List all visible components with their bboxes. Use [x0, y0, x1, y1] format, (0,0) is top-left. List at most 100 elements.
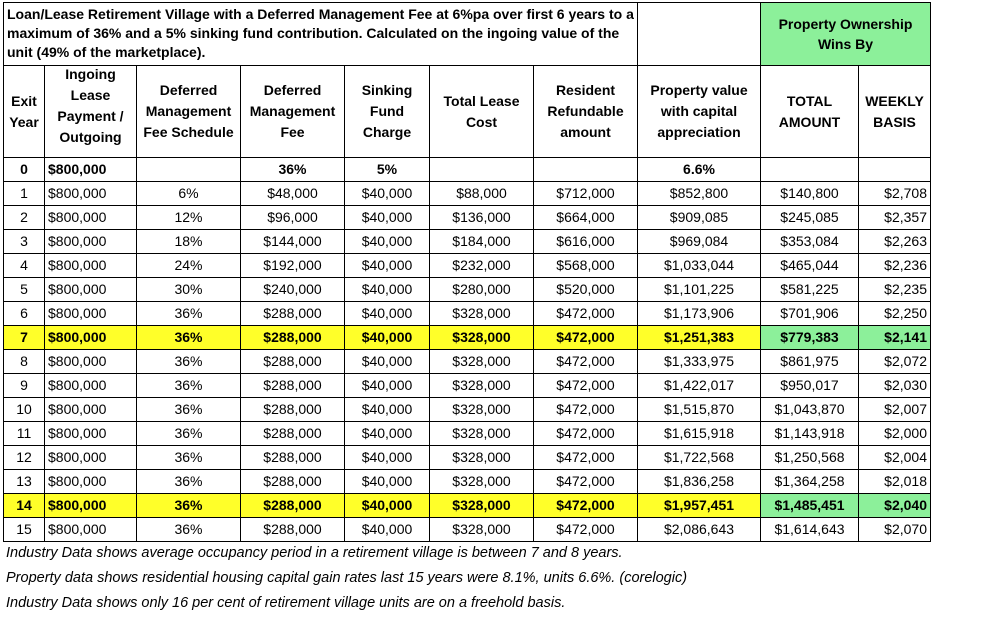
cell-sinking: $40,000 — [344, 253, 430, 278]
cell-property-value: $1,722,568 — [637, 445, 761, 470]
cell-property-value: $1,515,870 — [637, 397, 761, 422]
cell-dmf: $288,000 — [240, 517, 345, 542]
cell-total: $328,000 — [429, 517, 534, 542]
table-row: 15 $800,000 36% $288,000 $40,000 $328,000 $472… — [3, 517, 931, 542]
cell-ingoing: $800,000 — [44, 253, 137, 278]
cell-refund: $472,000 — [533, 445, 638, 470]
header-total-lease: Total Lease Cost — [429, 65, 534, 158]
cell-dmf: $288,000 — [240, 349, 345, 374]
cell-sinking: $40,000 — [344, 445, 430, 470]
cell-sinking: $40,000 — [344, 397, 430, 422]
cell-schedule: 36% — [136, 325, 241, 350]
cell-weekly: $2,007 — [858, 397, 931, 422]
cell-amount: $701,906 — [760, 301, 859, 326]
cell-amount: $950,017 — [760, 373, 859, 398]
cell-refund: $712,000 — [533, 181, 638, 206]
cell-weekly: $2,708 — [858, 181, 931, 206]
table-row: 4 $800,000 24% $192,000 $40,000 $232,000 $568,… — [3, 253, 931, 278]
cell-ingoing: $800,000 — [44, 229, 137, 254]
cell-year: 14 — [3, 493, 45, 518]
cell-year: 0 — [3, 157, 45, 182]
cell-year: 11 — [3, 421, 45, 446]
cell-total: $328,000 — [429, 373, 534, 398]
cell-sinking: $40,000 — [344, 229, 430, 254]
cell-schedule: 6% — [136, 181, 241, 206]
cell-refund: $472,000 — [533, 325, 638, 350]
cell-property-value: $1,333,975 — [637, 349, 761, 374]
cell-amount: $1,143,918 — [760, 421, 859, 446]
cell-total: $328,000 — [429, 349, 534, 374]
cell-sinking: $40,000 — [344, 493, 430, 518]
cell-ingoing: $800,000 — [44, 445, 137, 470]
cell-ingoing: $800,000 — [44, 373, 137, 398]
cell-amount: $1,364,258 — [760, 469, 859, 494]
cell-schedule: 30% — [136, 277, 241, 302]
cell-refund: $472,000 — [533, 493, 638, 518]
cell-ingoing: $800,000 — [44, 397, 137, 422]
cell-dmf: $192,000 — [240, 253, 345, 278]
cell-total: $328,000 — [429, 397, 534, 422]
cell-amount: $779,383 — [760, 325, 859, 350]
cell-total: $328,000 — [429, 445, 534, 470]
cell-year: 3 — [3, 229, 45, 254]
header-weekly-basis: WEEKLY BASIS — [858, 65, 931, 158]
header-total-amount: TOTAL AMOUNT — [760, 65, 859, 158]
cell-amount — [760, 157, 859, 182]
cell-dmf: $240,000 — [240, 277, 345, 302]
cell-ingoing: $800,000 — [44, 325, 137, 350]
table-title: Loan/Lease Retirement Village with a Def… — [3, 2, 638, 66]
cell-property-value: 6.6% — [637, 157, 761, 182]
cell-schedule: 36% — [136, 301, 241, 326]
empty-title-cell — [637, 2, 761, 66]
cell-property-value: $1,033,044 — [637, 253, 761, 278]
cell-ingoing: $800,000 — [44, 157, 137, 182]
cell-dmf: $288,000 — [240, 445, 345, 470]
header-dmf: Deferred Management Fee — [240, 65, 345, 158]
cell-property-value: $1,836,258 — [637, 469, 761, 494]
note-freehold: Industry Data shows only 16 per cent of … — [6, 595, 566, 611]
table-row: 12 $800,000 36% $288,000 $40,000 $328,000 $472… — [3, 445, 931, 470]
cell-ingoing: $800,000 — [44, 181, 137, 206]
cell-refund: $616,000 — [533, 229, 638, 254]
cell-weekly: $2,018 — [858, 469, 931, 494]
cell-amount: $1,614,643 — [760, 517, 859, 542]
cell-amount: $1,250,568 — [760, 445, 859, 470]
table-row: 2 $800,000 12% $96,000 $40,000 $136,000 $664,0… — [3, 205, 931, 230]
cell-dmf: $288,000 — [240, 325, 345, 350]
cell-year: 9 — [3, 373, 45, 398]
cell-dmf: $48,000 — [240, 181, 345, 206]
cell-schedule: 24% — [136, 253, 241, 278]
cell-dmf: $288,000 — [240, 469, 345, 494]
header-dmf-schedule: Deferred Management Fee Schedule — [136, 65, 241, 158]
table-row: 3 $800,000 18% $144,000 $40,000 $184,000 $616,… — [3, 229, 931, 254]
table-row: 10 $800,000 36% $288,000 $40,000 $328,000 $472… — [3, 397, 931, 422]
cell-weekly: $2,235 — [858, 277, 931, 302]
cell-dmf: $96,000 — [240, 205, 345, 230]
cell-amount: $245,085 — [760, 205, 859, 230]
table-row: 1 $800,000 6% $48,000 $40,000 $88,000 $712,000… — [3, 181, 931, 206]
cell-schedule: 36% — [136, 421, 241, 446]
cell-total: $232,000 — [429, 253, 534, 278]
cell-dmf: 36% — [240, 157, 345, 182]
cell-total: $328,000 — [429, 301, 534, 326]
cell-total — [429, 157, 534, 182]
header-refundable: Resident Refundable amount — [533, 65, 638, 158]
cell-sinking: $40,000 — [344, 181, 430, 206]
cell-property-value: $1,615,918 — [637, 421, 761, 446]
table-row: 5 $800,000 30% $240,000 $40,000 $280,000 $520,… — [3, 277, 931, 302]
cell-property-value: $1,173,906 — [637, 301, 761, 326]
cell-total: $328,000 — [429, 325, 534, 350]
cell-amount: $581,225 — [760, 277, 859, 302]
cell-sinking: $40,000 — [344, 205, 430, 230]
ownership-title: Property Ownership Wins By — [760, 2, 931, 66]
cell-amount: $465,044 — [760, 253, 859, 278]
cell-schedule: 36% — [136, 445, 241, 470]
header-ingoing-text: Ingoing Lease Payment / Outgoing Value — [57, 65, 124, 152]
cell-year: 4 — [3, 253, 45, 278]
cell-total: $328,000 — [429, 469, 534, 494]
cell-total: $328,000 — [429, 421, 534, 446]
cell-refund: $472,000 — [533, 301, 638, 326]
cell-total: $184,000 — [429, 229, 534, 254]
cell-weekly: $2,004 — [858, 445, 931, 470]
note-capital-gain: Property data shows residential housing … — [6, 570, 688, 586]
